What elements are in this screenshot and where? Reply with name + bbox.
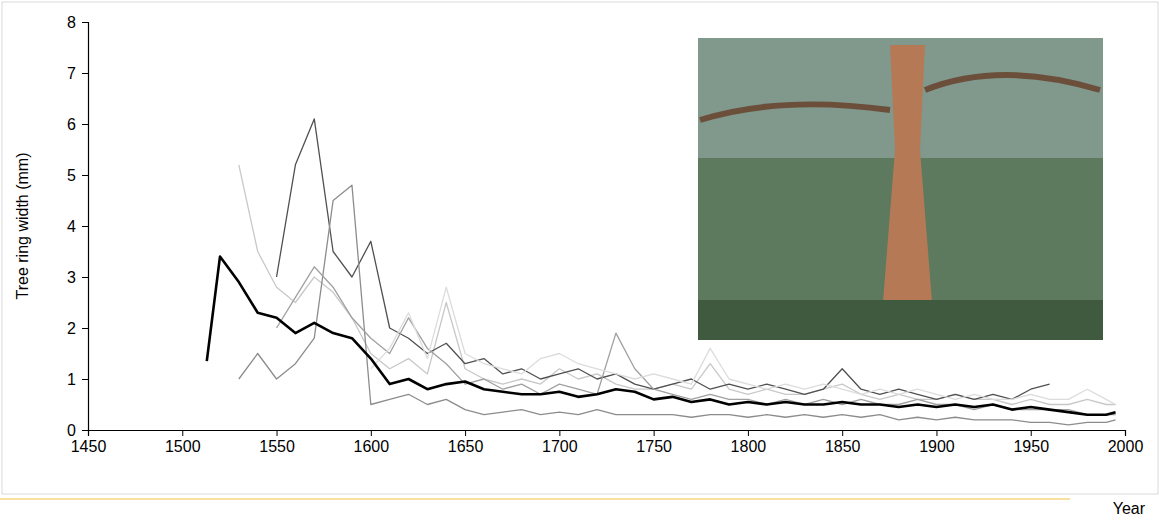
photo-ground [698, 300, 1103, 340]
tick-mark [1125, 430, 1126, 436]
tick: 1550 [259, 430, 295, 455]
tick: 1700 [542, 430, 578, 455]
axis-line [89, 431, 1126, 437]
tick: 1950 [1013, 430, 1049, 455]
tick: 7 [67, 65, 88, 82]
tick: 1500 [165, 430, 201, 455]
tick-mark [82, 430, 88, 431]
tick-mark [654, 430, 655, 436]
photo-background [698, 38, 1103, 340]
figure-frame [2, 2, 1158, 494]
photo-inset [698, 38, 1103, 340]
tick-label: 1900 [919, 438, 955, 455]
tick: 0 [67, 422, 88, 439]
tick-mark [371, 430, 372, 436]
tick: 1600 [354, 430, 390, 455]
tick: 8 [67, 14, 88, 31]
x-axis-title: Year [1113, 500, 1146, 517]
tick-mark [82, 22, 88, 23]
tick: 4 [67, 218, 88, 235]
tick-label: 8 [67, 14, 76, 31]
photo-branch [700, 75, 1100, 120]
tick-mark [82, 226, 88, 227]
tick-mark [82, 175, 88, 176]
tick: 2000 [1108, 430, 1144, 455]
tick-mark [559, 430, 560, 436]
tick-mark [842, 430, 843, 436]
tick-label: 7 [67, 65, 76, 82]
tick-label: 1850 [825, 438, 861, 455]
tick-label: 5 [67, 167, 76, 184]
tick-mark [465, 430, 466, 436]
tick: 1900 [919, 430, 955, 455]
tick-label: 1 [67, 371, 76, 388]
tick-mark [82, 328, 88, 329]
tick-mark [82, 73, 88, 74]
tick: 1450 [71, 430, 107, 455]
tick: 1 [67, 371, 88, 388]
tick-label: 1550 [259, 438, 295, 455]
tick: 1750 [636, 430, 672, 455]
tick-label: 1650 [448, 438, 484, 455]
tick-mark [1031, 430, 1032, 436]
tick: 1800 [731, 430, 767, 455]
chart: 1450150015501600165017001750180018501900… [0, 0, 1160, 523]
tick: 3 [67, 269, 88, 286]
tick-label: 1600 [354, 438, 390, 455]
tick-mark [182, 430, 183, 436]
tick-label: 6 [67, 116, 76, 133]
tick: 6 [67, 116, 88, 133]
tick-label: 3 [67, 269, 76, 286]
tick: 1650 [448, 430, 484, 455]
tick-mark [936, 430, 937, 436]
tick-mark [82, 277, 88, 278]
tick-label: 2000 [1108, 438, 1144, 455]
tick-label: 0 [67, 422, 76, 439]
tick-label: 4 [67, 218, 76, 235]
tick-mark [82, 124, 88, 125]
y-axis-title: Tree ring width (mm) [14, 153, 31, 300]
tick-mark [748, 430, 749, 436]
tick-label: 1750 [636, 438, 672, 455]
tick-label: 2 [67, 320, 76, 337]
tick-label: 1950 [1013, 438, 1049, 455]
tick-label: 1800 [731, 438, 767, 455]
decorative-rule [0, 499, 1070, 500]
x-axis: 1450 1500 1550 1600 1650 1700 1750 1800 1850 1900… [71, 430, 1144, 455]
tick-mark [277, 430, 278, 436]
tick-label: 1450 [71, 438, 107, 455]
tick: 5 [67, 167, 88, 184]
tick: 1850 [825, 430, 861, 455]
tick: 2 [67, 320, 88, 337]
tick-label: 1500 [165, 438, 201, 455]
tick-label: 1700 [542, 438, 578, 455]
y-axis: 0 1 2 3 4 5 6 7 8 [67, 14, 88, 439]
tick-mark [82, 379, 88, 380]
axis-line [82, 23, 89, 431]
series-line [371, 287, 1116, 404]
